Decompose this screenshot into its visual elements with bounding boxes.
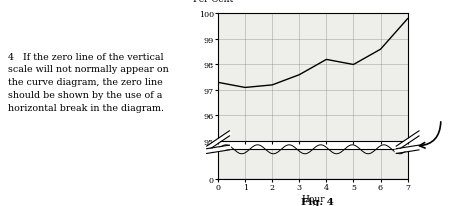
Text: Per Cent: Per Cent — [193, 0, 234, 4]
Text: 4   If the zero line of the vertical
scale will not normally appear on
the curve: 4 If the zero line of the vertical scale… — [9, 52, 169, 112]
X-axis label: Hour: Hour — [301, 194, 325, 203]
Text: Fig. 4: Fig. 4 — [301, 197, 334, 206]
